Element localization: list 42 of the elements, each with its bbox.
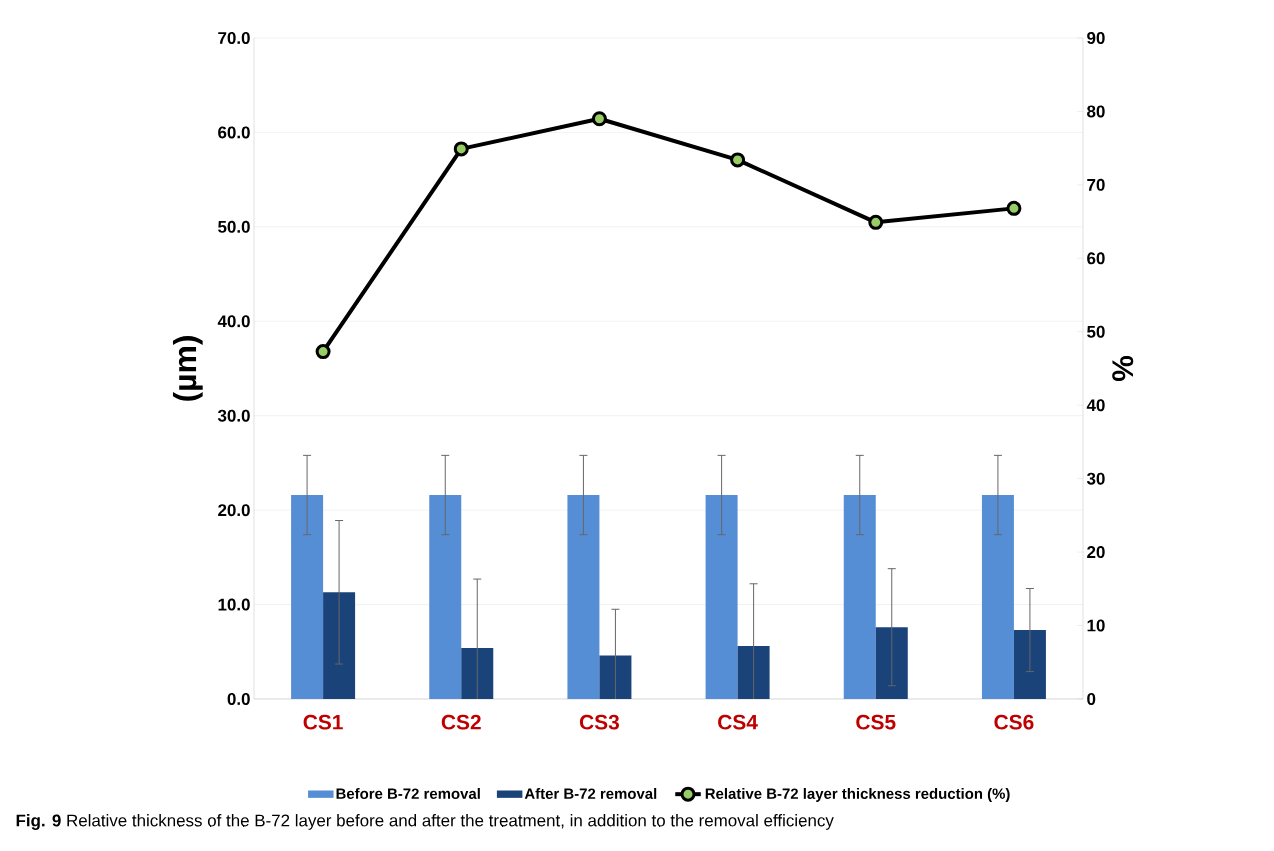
- y2-tick-label: 70: [1087, 178, 1105, 191]
- y-tick-label: 60.0: [218, 126, 250, 139]
- y-tick-label: 40.0: [217, 315, 250, 328]
- y2-tick-label: 90: [1087, 31, 1105, 44]
- y2-axis-title: %: [1112, 355, 1134, 382]
- y2-tick-label: 80: [1087, 105, 1105, 118]
- x-tick-label: CS6: [994, 714, 1034, 730]
- legend-label: After B-72 removal: [524, 788, 657, 799]
- y2-tick-label: 40: [1086, 399, 1105, 412]
- y-tick-label: 0.0: [227, 692, 250, 705]
- y2-tick-label: 20: [1087, 546, 1105, 559]
- y-tick-label: 70.0: [218, 31, 250, 44]
- point: [730, 152, 746, 168]
- bar: [843, 495, 876, 699]
- x-tick-label: CS1: [303, 714, 343, 730]
- point: [591, 111, 607, 127]
- bar: [291, 495, 324, 699]
- y-axis-title: (µm): [172, 336, 203, 401]
- y-tick-label: 50.0: [218, 220, 250, 233]
- point: [315, 344, 331, 360]
- y-tick-label: 20.0: [218, 504, 250, 517]
- point: [868, 214, 884, 230]
- x-tick-label: CS3: [579, 714, 620, 730]
- bar: [567, 495, 600, 699]
- x-tick-label: CS5: [856, 714, 896, 730]
- legend-label: Relative B-72 layer thickness reduction (%): [705, 788, 1010, 802]
- y2-tick-label: 0: [1087, 692, 1096, 705]
- legend-label: Before B-72 removal: [336, 788, 480, 799]
- y2-tick-label: 60: [1087, 252, 1105, 265]
- x-tick-label: CS2: [441, 714, 481, 730]
- bar: [981, 495, 1014, 699]
- y2-tick-label: 30: [1086, 472, 1105, 485]
- point: [1006, 200, 1022, 216]
- bar: [705, 495, 738, 699]
- x-tick-label: CS4: [718, 714, 758, 730]
- bar: [429, 495, 462, 699]
- y-tick-label: 10.0: [218, 598, 250, 611]
- text: Fig. 9 Relative thickness of the B-72 layer before and after the treatment, in addition to the removal efficiency: [16, 814, 834, 830]
- point: [453, 141, 469, 157]
- y2-tick-label: 50: [1087, 325, 1105, 338]
- y-tick-label: 30.0: [217, 409, 250, 422]
- y2-tick-label: 10: [1087, 619, 1105, 632]
